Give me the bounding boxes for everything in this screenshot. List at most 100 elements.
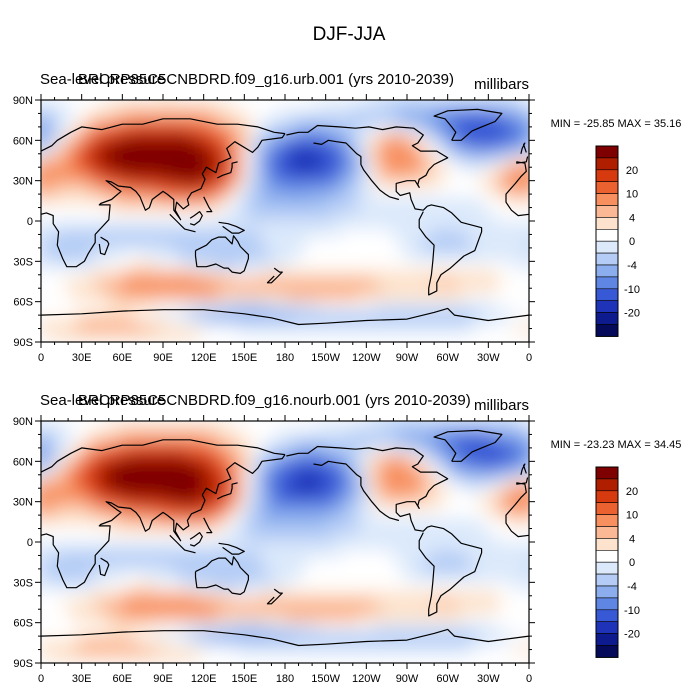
- field-cell: [236, 509, 246, 519]
- field-cell: [293, 132, 303, 142]
- field-cell: [146, 582, 156, 592]
- field-cell: [81, 590, 91, 600]
- field-cell: [496, 229, 506, 238]
- field-cell: [317, 550, 327, 559]
- field-cell: [455, 558, 465, 567]
- field-cell: [398, 229, 408, 238]
- field-cell: [65, 654, 75, 663]
- field-cell: [244, 124, 254, 134]
- field-cell: [179, 517, 189, 527]
- field-cell: [407, 309, 416, 319]
- field-cell: [341, 333, 351, 342]
- field-cell: [219, 437, 229, 446]
- field-cell: [268, 116, 278, 125]
- field-cell: [236, 180, 246, 190]
- field-cell: [260, 116, 270, 125]
- field-cell: [195, 132, 205, 142]
- field-cell: [219, 533, 229, 543]
- field-cell: [171, 140, 181, 150]
- field-cell: [211, 164, 221, 174]
- field-cell: [236, 333, 246, 342]
- field-cell: [463, 606, 473, 616]
- field-cell: [488, 469, 498, 479]
- field-cell: [81, 285, 91, 295]
- field-cell: [211, 156, 221, 166]
- field-cell: [520, 188, 529, 198]
- field-cell: [398, 638, 408, 648]
- field-cell: [358, 188, 368, 198]
- field-cell: [276, 180, 286, 190]
- field-cell: [49, 606, 59, 616]
- field-cell: [252, 614, 262, 624]
- field-cell: [293, 140, 303, 150]
- field-cell: [390, 598, 400, 608]
- field-cell: [390, 204, 400, 214]
- field-cell: [431, 172, 441, 182]
- field-cell: [236, 598, 246, 608]
- field-cell: [512, 501, 522, 511]
- colorbar-label: 4: [629, 533, 635, 545]
- field-cell: [171, 285, 181, 295]
- field-cell: [211, 630, 221, 640]
- y-tick-label: 30S: [13, 577, 33, 589]
- field-cell: [293, 558, 303, 567]
- field-cell: [512, 614, 522, 624]
- field-cell: [374, 614, 384, 624]
- field-cell: [496, 437, 506, 446]
- field-cell: [122, 285, 132, 295]
- field-cell: [423, 622, 433, 632]
- field-cell: [366, 550, 376, 559]
- field-cell: [285, 574, 294, 584]
- field-cell: [65, 638, 75, 648]
- field-cell: [464, 663, 473, 672]
- field-cell: [228, 525, 237, 535]
- field-cell: [350, 229, 359, 238]
- field-cell: [472, 261, 481, 271]
- field-cell: [358, 654, 368, 663]
- field-cell: [228, 654, 237, 663]
- field-cell: [472, 188, 481, 198]
- field-cell: [138, 237, 148, 246]
- field-cell: [374, 204, 384, 214]
- field-cell: [57, 108, 67, 117]
- field-cell: [382, 253, 392, 263]
- field-cell: [106, 212, 115, 222]
- field-cell: [431, 469, 441, 479]
- field-cell: [49, 245, 59, 255]
- field-cell: [260, 156, 270, 166]
- field-cell: [390, 533, 400, 543]
- field-cell: [179, 333, 189, 342]
- field-cell: [472, 164, 481, 174]
- field-cell: [65, 108, 75, 117]
- field-cell: [341, 172, 351, 182]
- field-cell: [520, 261, 529, 271]
- field-cell: [89, 582, 99, 592]
- field-cell: [439, 116, 449, 125]
- field-cell: [211, 245, 221, 255]
- field-cell: [276, 245, 286, 255]
- field-cell: [504, 590, 514, 600]
- field-cell: [179, 188, 189, 198]
- field-cell: [398, 646, 408, 656]
- field-cell: [455, 293, 465, 303]
- field-cell: [333, 108, 343, 117]
- field-cell: [423, 582, 433, 592]
- field-cell: [252, 501, 262, 511]
- field-cell: [496, 132, 506, 142]
- field-cell: [203, 590, 213, 600]
- field-cell: [130, 485, 140, 495]
- field-cell: [130, 493, 140, 503]
- field-cell: [366, 124, 376, 134]
- field-cell: [504, 253, 514, 263]
- field-cell: [228, 269, 237, 279]
- field-cell: [455, 229, 465, 238]
- field-cell: [81, 317, 91, 327]
- field-cell: [488, 542, 498, 551]
- field-cell: [195, 485, 205, 495]
- field-cell: [268, 654, 278, 663]
- field-cell: [244, 638, 254, 648]
- field-cell: [41, 590, 50, 600]
- field-cell: [407, 325, 416, 335]
- field-cell: [325, 654, 335, 663]
- field-cell: [512, 229, 522, 238]
